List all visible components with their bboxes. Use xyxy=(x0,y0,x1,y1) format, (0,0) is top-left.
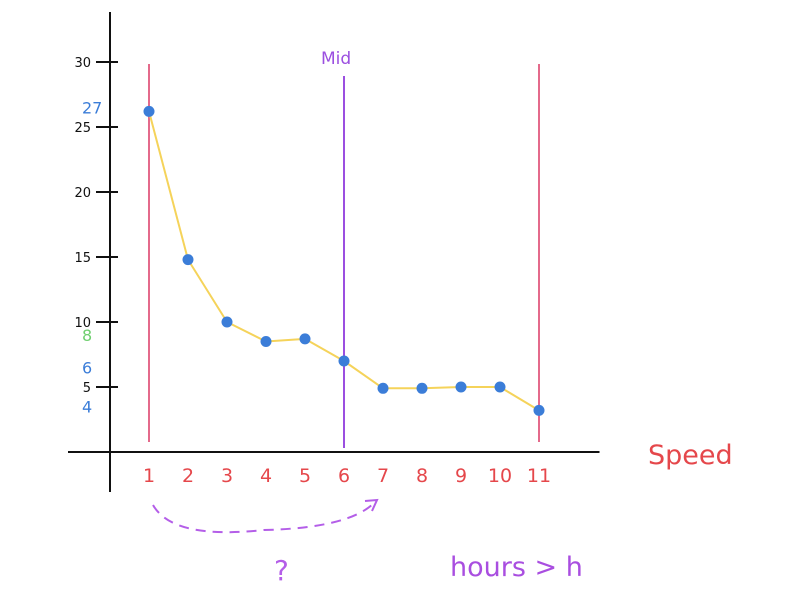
mid-marker-label: Mid xyxy=(321,49,351,69)
x-axis-label: Speed xyxy=(648,440,733,471)
vertical-markers xyxy=(148,64,540,448)
y-tick-label: 5 xyxy=(83,381,91,396)
data-point xyxy=(260,336,272,347)
data-point xyxy=(494,381,506,393)
labels: Speed Mid ? hours > h xyxy=(152,49,733,587)
y-tick-label: 15 xyxy=(74,251,91,266)
hours-note: hours > h xyxy=(450,552,583,583)
x-tick-label: 5 xyxy=(299,465,311,487)
arrow-curve xyxy=(152,501,376,534)
side-annotation: 4 xyxy=(82,398,92,417)
y-tick-label: 25 xyxy=(74,121,91,136)
data-point xyxy=(299,333,311,345)
x-tick-label: 9 xyxy=(455,465,467,487)
y-tick-label: 10 xyxy=(74,316,91,331)
arrow-question-label: ? xyxy=(274,554,289,587)
x-tick-label: 4 xyxy=(260,465,272,487)
y-tick-label: 30 xyxy=(74,56,91,71)
axes: 5 10 15 20 25 30 1 2 3 4 5 6 7 8 9 10 11 27 8 6 4 xyxy=(68,12,600,492)
x-tick-label: 8 xyxy=(416,465,428,487)
side-annotation: 8 xyxy=(82,326,92,345)
data-point xyxy=(377,382,389,394)
x-tick-label: 6 xyxy=(338,465,350,487)
x-tick-label: 2 xyxy=(182,465,194,487)
arrow-head xyxy=(364,498,379,512)
data-point xyxy=(182,254,194,266)
side-annotation: 6 xyxy=(82,359,92,378)
y-tick-label: 20 xyxy=(74,186,91,201)
x-tick-label: 1 xyxy=(143,465,155,487)
data-point xyxy=(221,316,233,328)
x-tick-label: 11 xyxy=(527,465,551,487)
x-tick-label: 3 xyxy=(221,465,233,487)
data-point xyxy=(533,404,545,416)
data-point xyxy=(338,355,350,367)
data-point xyxy=(143,105,155,117)
data-point xyxy=(416,382,428,394)
x-tick-label: 10 xyxy=(488,465,512,487)
x-tick-label: 7 xyxy=(377,465,389,487)
data-series xyxy=(143,105,545,416)
side-annotation: 27 xyxy=(82,99,102,118)
data-point xyxy=(455,381,467,393)
